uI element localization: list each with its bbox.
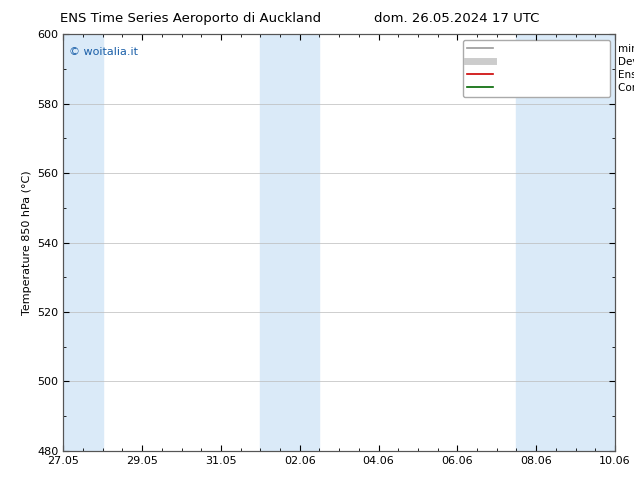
- Bar: [261, 34, 320, 451]
- Bar: [517, 34, 615, 451]
- Legend: min/max, Deviazione standard, Ensemble mean run, Controll run: min/max, Deviazione standard, Ensemble m…: [463, 40, 610, 97]
- Text: ENS Time Series Aeroporto di Auckland: ENS Time Series Aeroporto di Auckland: [60, 12, 321, 25]
- Bar: [63, 34, 103, 451]
- Text: © woitalia.it: © woitalia.it: [69, 47, 138, 57]
- Text: dom. 26.05.2024 17 UTC: dom. 26.05.2024 17 UTC: [374, 12, 539, 25]
- Y-axis label: Temperature 850 hPa (°C): Temperature 850 hPa (°C): [22, 170, 32, 315]
